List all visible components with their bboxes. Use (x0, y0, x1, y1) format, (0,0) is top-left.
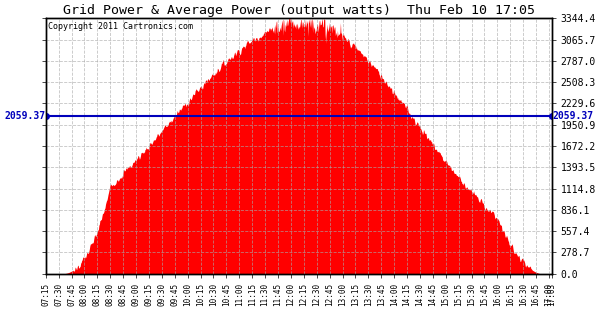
Text: Copyright 2011 Cartronics.com: Copyright 2011 Cartronics.com (48, 22, 193, 31)
Title: Grid Power & Average Power (output watts)  Thu Feb 10 17:05: Grid Power & Average Power (output watts… (62, 4, 535, 17)
Text: 2059.37: 2059.37 (552, 112, 593, 122)
Text: 2059.37: 2059.37 (4, 112, 45, 122)
